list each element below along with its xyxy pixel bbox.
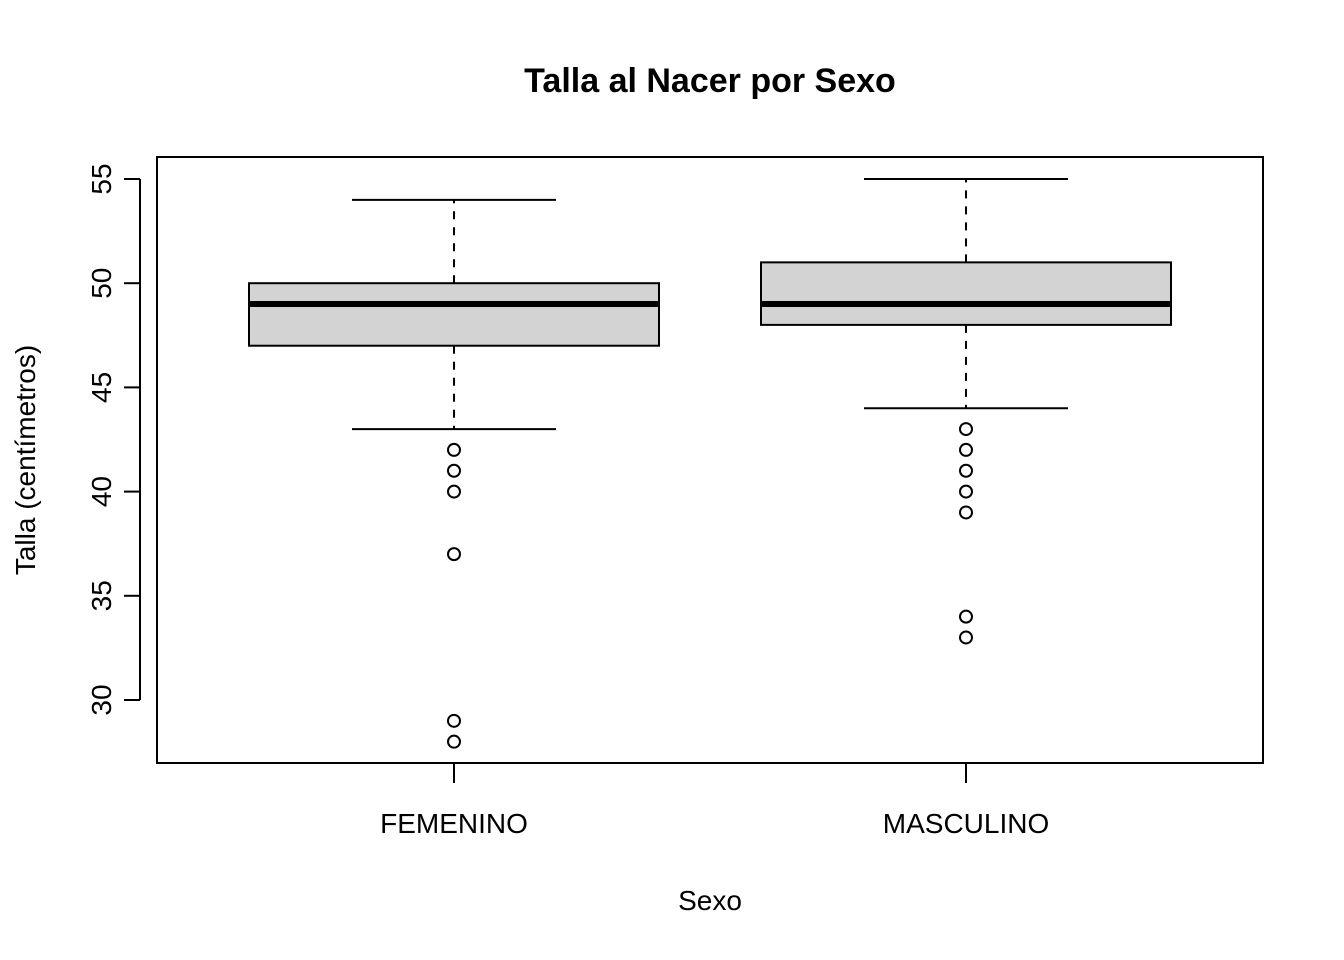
outlier-point: [959, 630, 973, 645]
x-axis-label: Sexo: [678, 885, 742, 916]
boxes-group: [248, 178, 1172, 749]
y-tick-label: 50: [86, 268, 117, 299]
x-axis: FEMENINO MASCULINO: [380, 763, 1049, 839]
x-tick-label: MASCULINO: [883, 808, 1049, 839]
outlier-point: [447, 734, 461, 749]
chart-title: Talla al Nacer por Sexo: [524, 62, 896, 100]
outlier-point: [447, 484, 461, 499]
box-femenino: [248, 198, 660, 749]
outlier-point: [959, 442, 973, 457]
outlier-point: [959, 505, 973, 520]
outlier-point: [959, 484, 973, 499]
outlier-point: [959, 609, 973, 624]
outlier-point: [447, 463, 461, 478]
iqr-box: [248, 282, 660, 347]
outlier-point: [959, 422, 973, 437]
box-masculino: [760, 178, 1172, 645]
y-tick-label: 45: [86, 372, 117, 403]
y-tick-label: 55: [86, 163, 117, 194]
outlier-point: [447, 713, 461, 728]
plot-frame: [156, 156, 1264, 764]
x-tick-label: FEMENINO: [380, 808, 528, 839]
y-tick-label: 30: [86, 684, 117, 715]
y-axis-label: Talla (centímetros): [10, 345, 41, 575]
y-tick-label: 35: [86, 580, 117, 611]
y-tick-label: 40: [86, 476, 117, 507]
outlier-point: [447, 547, 461, 562]
iqr-box: [760, 261, 1172, 326]
outlier-point: [447, 442, 461, 457]
y-axis: 30 35 40 45 50 55: [86, 163, 141, 716]
outlier-point: [959, 463, 973, 478]
